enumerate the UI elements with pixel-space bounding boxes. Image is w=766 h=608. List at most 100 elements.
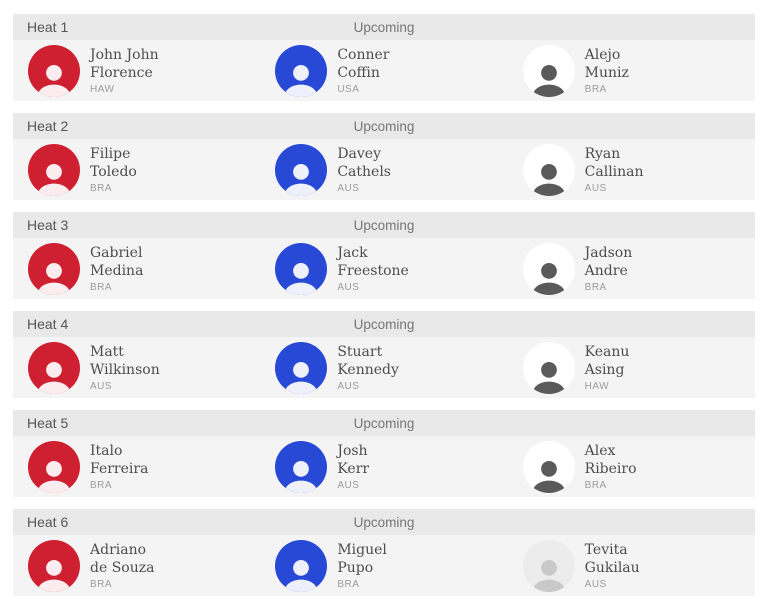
person-icon	[285, 559, 318, 592]
athlete-avatar	[28, 341, 80, 394]
athlete-card[interactable]: Alejo Muniz BRA	[508, 44, 755, 97]
person-icon	[38, 163, 70, 196]
athlete-card[interactable]: Adriano de Souza BRA	[13, 539, 260, 592]
athlete-info: Gabriel Medina BRA	[90, 244, 143, 293]
person-icon	[532, 262, 565, 295]
person-icon	[285, 262, 318, 295]
person-icon	[532, 460, 565, 493]
heat-section-2: Upcoming Heat 2 Filipe Toledo BRA Dave	[13, 113, 755, 200]
athlete-country: BRA	[90, 282, 113, 293]
heat-label: Heat 2	[27, 118, 69, 134]
heat-status: Upcoming	[353, 415, 415, 431]
athlete-card[interactable]: Filipe Toledo BRA	[13, 143, 260, 196]
athlete-avatar	[522, 341, 575, 394]
athlete-first-name: Jadson	[584, 245, 633, 261]
athlete-country: AUS	[90, 381, 113, 392]
athlete-first-name: Alex	[584, 443, 616, 459]
athlete-card[interactable]: Keanu Asing HAW	[508, 341, 755, 394]
athlete-card[interactable]: Miguel Pupo BRA	[260, 539, 507, 592]
athlete-card[interactable]: Josh Kerr AUS	[260, 440, 507, 493]
athlete-avatar	[275, 341, 328, 394]
athlete-last-name: Florence	[90, 65, 153, 81]
athlete-first-name: Ryan	[584, 146, 621, 162]
heat-label: Heat 3	[27, 217, 69, 233]
heat-athletes-row: Italo Ferreira BRA Josh Kerr AUS	[13, 436, 755, 497]
heat-header: Upcoming Heat 4	[13, 311, 755, 337]
athlete-last-name: Cathels	[337, 164, 391, 180]
person-icon	[285, 460, 318, 493]
athlete-avatar	[28, 440, 80, 493]
athlete-first-name: Adriano	[90, 542, 147, 558]
person-icon	[38, 262, 70, 295]
athlete-info: Filipe Toledo BRA	[90, 145, 137, 194]
athlete-country: BRA	[584, 84, 607, 95]
athlete-card[interactable]: John John Florence HAW	[13, 44, 260, 97]
athlete-info: Jack Freestone AUS	[337, 244, 409, 293]
heat-label: Heat 5	[27, 415, 69, 431]
athlete-info: Ryan Callinan AUS	[585, 145, 644, 194]
heat-athletes-row: Adriano de Souza BRA Miguel Pupo BRA	[13, 535, 755, 596]
athlete-info: Josh Kerr AUS	[337, 442, 369, 491]
heat-section-1: Upcoming Heat 1 John John Florence HAW	[13, 14, 755, 101]
athlete-card[interactable]: Italo Ferreira BRA	[13, 440, 260, 493]
athlete-first-name: Matt	[90, 344, 124, 360]
heat-header: Upcoming Heat 6	[13, 509, 755, 535]
heat-label: Heat 4	[27, 316, 69, 332]
athlete-card[interactable]: Conner Coffin USA	[260, 44, 507, 97]
heat-label: Heat 6	[27, 514, 69, 530]
heat-athletes-row: Filipe Toledo BRA Davey Cathels AUS	[13, 139, 755, 200]
athlete-country: HAW	[90, 84, 115, 95]
athlete-avatar	[28, 44, 80, 97]
athlete-country: AUS	[584, 183, 607, 194]
athlete-last-name: Ferreira	[90, 461, 149, 477]
athlete-country: BRA	[584, 480, 607, 491]
athlete-country: BRA	[90, 480, 113, 491]
athlete-country: HAW	[584, 381, 610, 392]
athlete-avatar	[522, 539, 575, 592]
athlete-last-name: Gukilau	[584, 560, 640, 576]
athlete-info: Jadson Andre BRA	[585, 244, 633, 293]
athlete-last-name: Pupo	[337, 560, 374, 576]
athlete-country: AUS	[337, 381, 360, 392]
athlete-last-name: Andre	[584, 263, 628, 279]
athlete-first-name: Filipe	[90, 146, 131, 162]
heat-status: Upcoming	[353, 316, 415, 332]
athlete-first-name: Davey	[337, 146, 382, 162]
person-icon	[38, 64, 70, 97]
athlete-card[interactable]: Stuart Kennedy AUS	[260, 341, 507, 394]
athlete-avatar	[275, 143, 328, 196]
person-icon	[285, 163, 318, 196]
athlete-info: Alex Ribeiro BRA	[585, 442, 637, 491]
heat-section-5: Upcoming Heat 5 Italo Ferreira BRA Jos	[13, 410, 755, 497]
heat-header: Upcoming Heat 2	[13, 113, 755, 139]
person-icon	[532, 64, 565, 97]
athlete-card[interactable]: Gabriel Medina BRA	[13, 242, 260, 295]
athlete-avatar	[28, 242, 80, 295]
heat-header: Upcoming Heat 3	[13, 212, 755, 238]
athlete-info: Conner Coffin USA	[337, 46, 389, 95]
athlete-card[interactable]: Ryan Callinan AUS	[508, 143, 755, 196]
athlete-card[interactable]: Jadson Andre BRA	[508, 242, 755, 295]
athlete-last-name: Kerr	[337, 461, 370, 477]
athlete-last-name: Freestone	[337, 263, 409, 279]
athlete-last-name: de Souza	[90, 560, 155, 576]
athlete-avatar	[522, 242, 575, 295]
athlete-info: Stuart Kennedy AUS	[337, 343, 399, 392]
athlete-avatar	[522, 440, 575, 493]
athlete-card[interactable]: Alex Ribeiro BRA	[508, 440, 755, 493]
athlete-card[interactable]: Matt Wilkinson AUS	[13, 341, 260, 394]
heat-list: Upcoming Heat 1 John John Florence HAW	[13, 14, 755, 596]
athlete-first-name: Italo	[90, 443, 123, 459]
athlete-card[interactable]: Jack Freestone AUS	[260, 242, 507, 295]
athlete-info: Tevita Gukilau AUS	[585, 541, 640, 590]
athlete-last-name: Asing	[584, 362, 625, 378]
athlete-info: Italo Ferreira BRA	[90, 442, 148, 491]
heat-athletes-row: John John Florence HAW Conner Coffin USA	[13, 40, 755, 101]
heat-header: Upcoming Heat 1	[13, 14, 755, 40]
athlete-avatar	[275, 44, 328, 97]
heat-label: Heat 1	[27, 19, 69, 35]
person-icon	[532, 559, 565, 592]
athlete-info: Matt Wilkinson AUS	[90, 343, 160, 392]
athlete-card[interactable]: Davey Cathels AUS	[260, 143, 507, 196]
athlete-card[interactable]: Tevita Gukilau AUS	[508, 539, 755, 592]
